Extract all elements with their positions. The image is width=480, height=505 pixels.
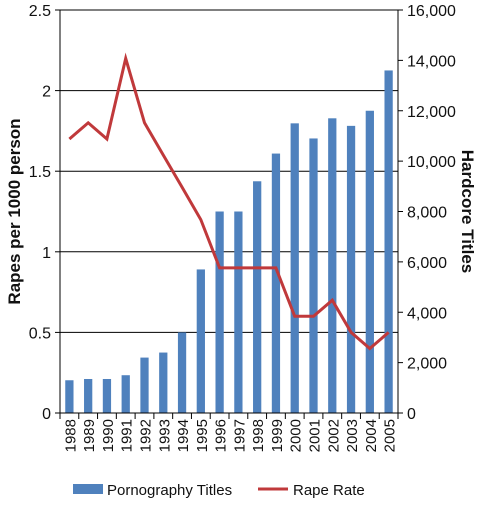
right-tick-label: 10,000 [407, 154, 456, 171]
bar-1999 [272, 154, 280, 413]
right-tick-label: 8,000 [407, 205, 447, 222]
left-axis-title: Rapes per 1000 person [5, 118, 24, 304]
bar-1996 [215, 212, 223, 414]
x-tick-label: 1989 [81, 419, 98, 452]
x-tick-label: 1994 [175, 419, 192, 452]
legend: Pornography Titles Rape Rate [73, 482, 365, 499]
legend-label-pornography-titles: Pornography Titles [107, 482, 232, 499]
bar-1992 [140, 358, 148, 413]
right-tick-label: 6,000 [407, 255, 447, 272]
right-tick-label: 0 [407, 406, 416, 423]
bar-2004 [366, 111, 374, 413]
x-tick-label: 1997 [231, 419, 248, 452]
bar-1995 [197, 269, 205, 413]
x-tick-label: 1999 [269, 419, 286, 452]
right-axis-title: Hardcore Titles [458, 150, 477, 273]
x-tick-label: 1996 [213, 419, 230, 452]
right-tick-label: 14,000 [407, 53, 456, 70]
left-tick-label: 0.5 [29, 325, 51, 342]
x-tick-label: 2000 [288, 419, 305, 452]
left-tick-label: 2.5 [29, 3, 51, 20]
bar-series [65, 70, 392, 413]
bar-1993 [159, 353, 167, 413]
right-tick-label: 2,000 [407, 356, 447, 373]
x-tick-label: 2005 [382, 419, 399, 452]
left-tick-label: 0 [42, 406, 51, 423]
right-tick-label: 12,000 [407, 104, 456, 121]
bar-1998 [253, 181, 261, 413]
right-tick-label: 16,000 [407, 3, 456, 20]
bar-1990 [103, 379, 111, 413]
x-tick-label: 1993 [156, 419, 173, 452]
right-tick-label: 4,000 [407, 305, 447, 322]
legend-swatch-pornography-titles [73, 484, 103, 494]
left-tick-label: 1 [42, 245, 51, 262]
x-tick-label: 2001 [307, 419, 324, 452]
bar-2002 [328, 118, 336, 413]
legend-label-rape-rate: Rape Rate [293, 482, 365, 499]
x-tick-label: 1991 [119, 419, 136, 452]
x-tick-label: 1992 [138, 419, 155, 452]
x-tick-label: 2002 [325, 419, 342, 452]
bar-1989 [84, 379, 92, 413]
x-tick-label: 2004 [363, 419, 380, 452]
rape-rate-line [69, 58, 388, 348]
x-tick-label: 1998 [250, 419, 267, 452]
x-tick-label: 2003 [344, 419, 361, 452]
x-tick-label: 1990 [100, 419, 117, 452]
bar-1997 [234, 212, 242, 414]
line-series [69, 58, 388, 348]
x-tick-label: 1988 [62, 419, 79, 452]
x-tick-label: 1995 [194, 419, 211, 452]
bar-2005 [384, 70, 392, 413]
left-tick-label: 2 [42, 84, 51, 101]
bar-2000 [291, 123, 299, 413]
bar-1991 [122, 375, 130, 413]
bar-1994 [178, 332, 186, 413]
bar-2001 [309, 138, 317, 413]
bar-2003 [347, 126, 355, 413]
left-tick-label: 1.5 [29, 164, 51, 181]
bar-1988 [65, 380, 73, 413]
